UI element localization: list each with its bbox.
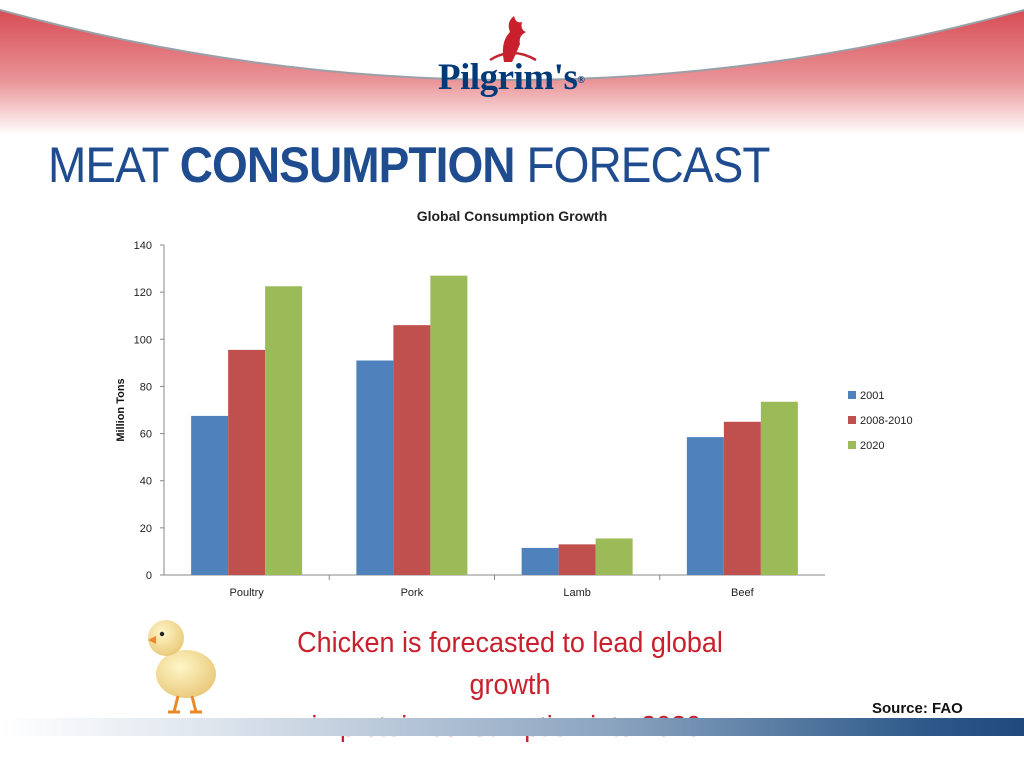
chick-image: [148, 620, 216, 714]
x-tick-label: Pork: [401, 587, 424, 599]
legend-swatch-2020: [848, 441, 856, 449]
page-title: MEAT CONSUMPTION FORECAST: [48, 136, 770, 194]
bar-pork-2001: [356, 360, 394, 575]
brand-logo: Pilgrim's®: [438, 56, 585, 99]
bar-poultry-2001: [191, 415, 229, 575]
title-part1: MEAT: [48, 137, 180, 193]
footer-bar: [0, 718, 1024, 736]
title-part3: FORECAST: [514, 137, 770, 193]
header-banner: Pilgrim's®: [0, 0, 1024, 135]
bar-chart: Global Consumption Growth Million Tons 0 20…: [115, 208, 913, 599]
x-tick-label: Beef: [731, 587, 755, 599]
x-tick-label: Lamb: [563, 587, 591, 599]
source-note: Source: FAO: [872, 700, 963, 717]
y-tick-label: 100: [134, 334, 152, 346]
bar-beef-2008-2010: [723, 421, 761, 575]
y-tick-label: 40: [140, 476, 152, 488]
brand-name: Pilgrim's: [438, 57, 578, 98]
bar-beef-2001: [686, 437, 724, 575]
legend-swatch-2008-2010: [848, 416, 856, 424]
brand-registered-mark: ®: [577, 75, 585, 87]
bar-lamb-2008-2010: [558, 544, 596, 575]
chart-title: Global Consumption Growth: [417, 208, 608, 224]
bar-pork-2008-2010: [393, 325, 431, 575]
caption-line-1: Chicken is forecasted to lead global gro…: [297, 627, 723, 701]
y-tick-label: 80: [140, 381, 152, 393]
legend-label-2001: 2001: [860, 390, 884, 402]
bar-beef-2020: [760, 401, 798, 575]
bar-lamb-2020: [595, 538, 633, 575]
title-part2: CONSUMPTION: [179, 137, 516, 193]
y-tick-label: 0: [146, 570, 152, 582]
bar-poultry-2020: [265, 286, 303, 575]
y-tick-label: 140: [134, 240, 152, 252]
legend-label-2020: 2020: [860, 440, 884, 452]
bar-pork-2020: [430, 275, 468, 575]
bar-lamb-2001: [521, 547, 559, 575]
y-axis-label: Million Tons: [115, 378, 127, 441]
legend-label-2008-2010: 2008-2010: [860, 415, 913, 427]
rooster-logo-icon: [489, 16, 537, 62]
y-tick-label: 120: [134, 287, 152, 299]
legend-swatch-2001: [848, 391, 856, 399]
x-tick-label: Poultry: [230, 587, 265, 599]
bar-poultry-2008-2010: [228, 349, 266, 575]
y-tick-label: 60: [140, 429, 152, 441]
y-tick-label: 20: [140, 523, 152, 535]
